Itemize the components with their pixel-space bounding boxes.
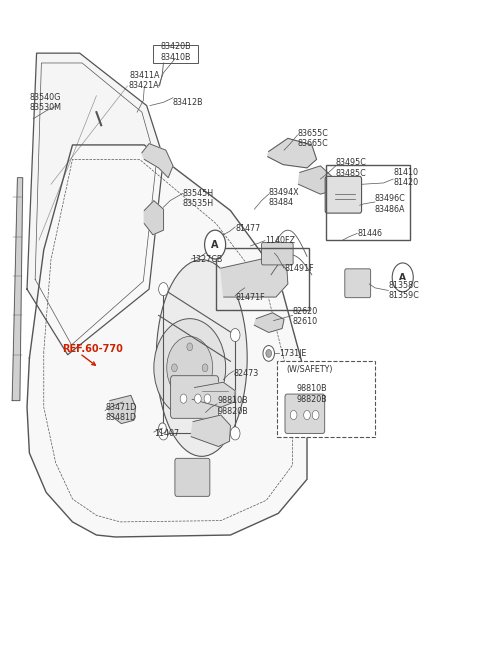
Circle shape [290,411,297,420]
Circle shape [187,385,192,393]
Polygon shape [254,313,284,332]
FancyBboxPatch shape [345,269,371,298]
Text: REF.60-770: REF.60-770 [62,344,123,355]
Circle shape [180,394,187,403]
Circle shape [304,411,311,420]
Circle shape [266,350,272,357]
Text: 81410
81420: 81410 81420 [393,168,418,187]
Text: 81471F: 81471F [235,292,265,302]
Text: 83411A
83421A: 83411A 83421A [129,71,159,91]
Polygon shape [27,145,307,537]
Circle shape [230,328,240,342]
Polygon shape [192,382,235,407]
Circle shape [230,427,240,440]
Circle shape [204,394,211,403]
Bar [216,248,310,310]
Ellipse shape [156,260,247,457]
FancyBboxPatch shape [175,459,210,496]
Text: 83494X
83484: 83494X 83484 [269,188,300,207]
Circle shape [194,394,201,403]
Bar [153,45,198,63]
Text: 83655C
83665C: 83655C 83665C [298,129,328,148]
Text: 81446: 81446 [357,229,382,238]
Text: 82473: 82473 [233,369,259,378]
Text: 81358C
81359C: 81358C 81359C [388,281,419,300]
Text: 83545H
83535H: 83545H 83535H [182,189,214,208]
FancyBboxPatch shape [170,376,218,419]
Text: (W/SAFETY): (W/SAFETY) [286,365,333,374]
Text: 11407: 11407 [154,429,179,438]
Text: 81477: 81477 [235,224,261,233]
Circle shape [392,263,413,292]
Text: 83420B
83410B: 83420B 83410B [160,42,191,62]
Text: 1327CB: 1327CB [191,255,223,264]
Bar [277,361,375,437]
Circle shape [167,336,213,399]
Text: 83496C
83486A: 83496C 83486A [375,194,406,214]
Circle shape [158,423,166,434]
Text: 81491F: 81491F [284,263,313,273]
Polygon shape [191,415,230,447]
Circle shape [312,411,319,420]
Polygon shape [12,177,23,401]
Text: A: A [399,273,406,282]
Circle shape [171,364,177,372]
Polygon shape [221,256,288,297]
Polygon shape [27,53,163,355]
Circle shape [158,283,168,296]
Text: 82620
82610: 82620 82610 [293,307,318,327]
Text: 1140FZ: 1140FZ [265,236,295,245]
FancyBboxPatch shape [325,176,361,213]
Circle shape [154,319,226,417]
Polygon shape [299,166,333,194]
Text: 98810B
98820B: 98810B 98820B [297,384,327,404]
Text: 83471D
83481D: 83471D 83481D [105,403,136,422]
Text: 83412B: 83412B [173,98,204,107]
Polygon shape [108,396,136,424]
Text: 83540G
83530M: 83540G 83530M [29,93,61,112]
Polygon shape [144,200,163,235]
Circle shape [202,364,208,372]
Polygon shape [142,144,173,177]
Text: 98810B
98820B: 98810B 98820B [217,396,248,416]
Circle shape [158,427,168,440]
Circle shape [204,230,226,259]
Text: 1731JE: 1731JE [279,349,307,358]
FancyBboxPatch shape [262,242,293,265]
Circle shape [263,346,275,361]
Text: A: A [211,240,219,250]
Text: 83495C
83485C: 83495C 83485C [336,158,367,177]
Polygon shape [268,139,317,168]
FancyBboxPatch shape [285,394,324,434]
Bar [326,165,410,240]
Circle shape [187,343,192,351]
